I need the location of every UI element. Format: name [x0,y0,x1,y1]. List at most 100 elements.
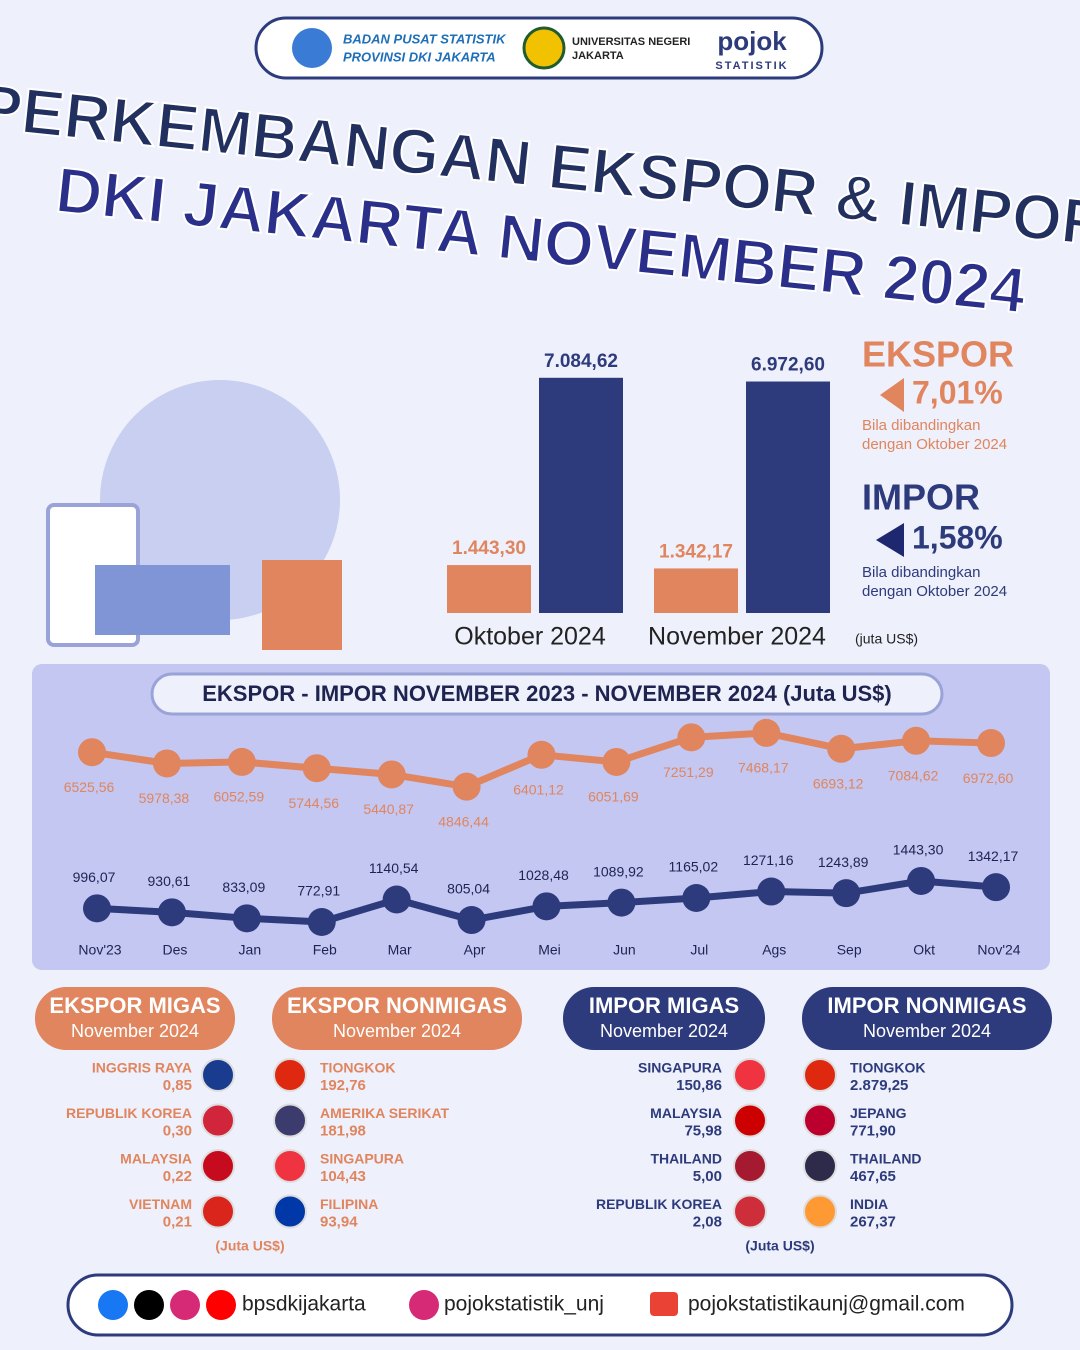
value-label: 1443,30 [893,842,944,858]
panel-title: EKSPOR MIGAS [49,993,220,1018]
country: JEPANG [850,1105,907,1121]
value-label: 1165,02 [669,859,719,875]
x-tick-label: Mei [538,942,561,958]
country: MALAYSIA [120,1151,192,1167]
value-label: 5440,87 [363,801,414,817]
point [757,877,786,906]
panel-subtitle: November 2024 [863,1021,991,1041]
impor-note: Bila dibandingkan [862,564,980,581]
point [152,749,181,778]
point [982,873,1010,902]
point [527,740,556,769]
point [157,898,186,927]
x-tick-label: Nov'24 [977,942,1020,958]
panel-header [35,987,235,1050]
panel-header [563,987,765,1050]
bps-name: BADAN PUSAT STATISTIK [343,31,507,46]
point [307,907,336,936]
value-label: 6693,12 [813,775,864,791]
line-title: EKSPOR - IMPOR NOVEMBER 2023 - NOVEMBER … [202,681,892,706]
flag [803,1149,837,1183]
flag [803,1103,837,1138]
x-tick-label: November 2024 [648,623,826,651]
point [752,718,781,747]
x-tick-label: Apr [464,942,486,958]
x-tick-label: Jul [690,942,708,958]
country: TIONGKOK [320,1060,395,1076]
panel-title: IMPOR MIGAS [589,993,739,1018]
truck [95,565,230,635]
x-tick-label: Sep [837,942,862,958]
panel-header [272,987,522,1050]
country-value: 0,22 [163,1168,192,1185]
ekspor-change: 7,01% [912,374,1003,410]
value-label: 772,91 [297,883,340,899]
x-tick-label: Jun [613,942,636,958]
country-value: 93,94 [320,1213,358,1230]
point [602,747,631,776]
value-label: 805,04 [447,881,490,897]
point [452,772,481,801]
country: INDIA [850,1196,888,1212]
x-tick-label: Des [162,942,187,958]
country-value: 267,37 [850,1213,896,1230]
x-icon [134,1290,164,1320]
value-label: 4846,44 [438,813,489,829]
point [377,760,406,789]
x-tick-label: Oktober 2024 [454,623,606,651]
country-value: 192,76 [320,1077,366,1094]
value-label: 6052,59 [214,789,265,805]
flag [733,1058,767,1092]
flag [803,1194,837,1229]
country: THAILAND [850,1151,922,1167]
point [227,747,256,776]
point [832,879,861,908]
value-label: 1028,48 [518,867,569,883]
country-value: 2.879,25 [850,1077,908,1094]
country-value: 104,43 [320,1168,366,1185]
country-value: 0,85 [163,1077,192,1094]
value-label: 6972,60 [963,770,1014,786]
unit-note: (Juta US$) [745,1238,814,1254]
country-value: 2,08 [693,1213,722,1230]
value-label: 7.084,62 [544,351,618,372]
country-value: 75,98 [684,1122,722,1139]
value-label: 6.972,60 [751,355,825,376]
unj-logo [522,26,566,70]
value-label: 1089,92 [593,863,644,879]
footer-pill [66,1273,1014,1337]
youtube-icon [206,1290,236,1320]
down-arrow [880,378,904,412]
value-label: 6525,56 [64,779,115,795]
x-tick-label: Jan [239,942,262,958]
facebook-icon [98,1290,128,1320]
panel-header [802,987,1052,1050]
panel-subtitle: November 2024 [333,1021,461,1041]
gmail-icon [650,1292,678,1316]
panel-subtitle: November 2024 [600,1021,728,1041]
ekspor-note: Bila dibandingkan [862,417,980,434]
bar [539,377,623,613]
value-label: 1.342,17 [659,541,733,562]
country: AMERIKA SERIKAT [320,1105,450,1121]
x-tick-label: Feb [313,942,337,958]
country: MALAYSIA [650,1105,722,1121]
country: THAILAND [650,1151,722,1167]
country-value: 5,00 [693,1168,722,1185]
value-label: 1243,89 [818,854,869,870]
point [907,866,936,895]
point [83,894,111,923]
flag [201,1103,235,1138]
unj-city: JAKARTA [572,50,624,62]
country-value: 181,98 [320,1122,366,1139]
value-label: 7468,17 [738,760,789,776]
point [902,726,931,755]
bar [746,381,830,613]
flag [273,1103,307,1138]
flag [273,1058,307,1092]
value-label: 930,61 [148,873,191,889]
x-tick-label: Okt [913,942,935,958]
point [232,904,261,933]
value-label: 7251,29 [663,764,714,780]
